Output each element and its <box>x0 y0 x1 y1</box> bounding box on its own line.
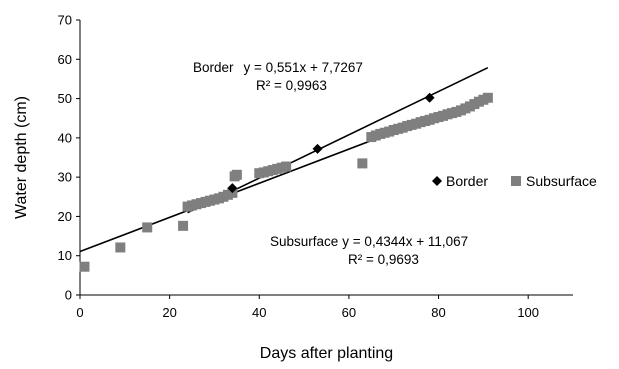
x-tick-label: 40 <box>252 305 266 320</box>
y-tick-label: 20 <box>58 209 72 224</box>
x-tick-label: 20 <box>162 305 176 320</box>
x-axis-title: Days after planting <box>260 345 393 362</box>
y-tick-label: 10 <box>58 248 72 263</box>
y-tick-label: 70 <box>58 13 72 28</box>
subsurface-equation: Subsurface y = 0,4344x + 11,067 <box>270 234 468 249</box>
legend-item-border: Border <box>432 173 488 189</box>
legend-marker-diamond <box>432 176 442 186</box>
border-point <box>312 143 323 154</box>
y-tick-label: 60 <box>58 52 72 67</box>
border-equation: Border y = 0,551x + 7,7267 <box>193 60 363 75</box>
legend-label-border: Border <box>446 173 488 189</box>
legend-label-subsurface: Subsurface <box>526 173 597 189</box>
y-tick-label: 0 <box>65 288 72 303</box>
border-point <box>424 92 435 103</box>
subsurface-point <box>115 242 126 253</box>
x-tick-label: 60 <box>342 305 356 320</box>
border-point <box>227 183 238 194</box>
x-tick-label: 0 <box>76 305 83 320</box>
border-trendline-label: Border y = 0,551x + 7,7267 R² = 0,9963 <box>193 60 363 93</box>
subsurface-point <box>281 161 292 172</box>
subsurface-point <box>178 220 189 231</box>
y-tick-label: 30 <box>58 170 72 185</box>
axes <box>79 20 573 296</box>
subsurface-point <box>231 169 242 180</box>
subsurface-point <box>142 222 153 233</box>
subsurface-point <box>482 92 493 103</box>
trendlines <box>79 66 489 253</box>
border-r2: R² = 0,9963 <box>256 78 327 93</box>
y-tick-label: 50 <box>58 91 72 106</box>
subsurface-point <box>79 261 90 272</box>
y-axis-title: Water depth (cm) <box>13 96 30 219</box>
legend: Border Subsurface <box>432 173 597 189</box>
subsurface-point <box>357 158 368 169</box>
border-trendline <box>187 66 489 214</box>
legend-marker-square <box>511 176 521 186</box>
legend-item-subsurface: Subsurface <box>511 173 597 189</box>
y-tick-label: 40 <box>58 130 72 145</box>
x-tick-label: 100 <box>517 305 539 320</box>
subsurface-trendline-label: Subsurface y = 0,4344x + 11,067 R² = 0,96… <box>270 234 468 267</box>
ticks: 0 10 20 30 40 50 60 70 0 20 40 60 80 100 <box>58 13 540 321</box>
x-tick-label: 80 <box>431 305 445 320</box>
data-points <box>79 92 493 272</box>
subsurface-r2: R² = 0,9693 <box>348 252 419 267</box>
